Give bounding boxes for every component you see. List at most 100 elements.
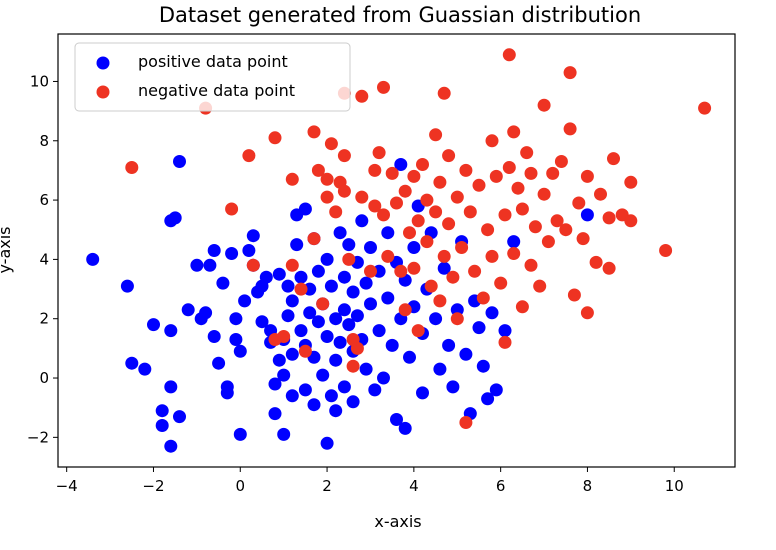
data-point [155, 419, 169, 432]
y-axis-ticks: −2 0 2 4 6 8 10 [27, 72, 58, 446]
data-point [381, 249, 395, 263]
data-point [442, 338, 456, 352]
data-point [385, 338, 399, 352]
data-point [311, 264, 325, 278]
data-point [337, 380, 351, 394]
data-point [377, 208, 390, 222]
data-point [333, 226, 347, 240]
data-point [294, 270, 308, 284]
data-point [563, 66, 577, 80]
data-point [285, 294, 299, 308]
data-point [437, 261, 451, 275]
data-point [567, 288, 581, 302]
points-layer [86, 48, 712, 453]
data-point [316, 368, 330, 382]
data-point [355, 190, 369, 204]
data-point [147, 318, 160, 332]
data-point [498, 208, 512, 222]
data-point [433, 362, 447, 376]
series-positive [86, 155, 594, 453]
data-point [298, 383, 312, 397]
data-point [364, 241, 377, 254]
data-point [246, 229, 260, 243]
data-point [203, 258, 217, 272]
data-point [481, 392, 495, 406]
x-axis-ticks: −4 −2 0 2 4 6 8 10 [56, 467, 684, 495]
x-tick-label: 4 [409, 477, 419, 495]
data-point [446, 380, 460, 394]
data-point [407, 169, 421, 183]
data-point [290, 238, 304, 252]
data-point [350, 341, 364, 355]
data-point [173, 155, 186, 168]
x-tick-label: 10 [665, 477, 684, 495]
data-point [481, 223, 495, 237]
chart-title: Dataset generated from Guassian distribu… [159, 3, 641, 27]
data-point [164, 380, 178, 394]
data-point [407, 241, 421, 254]
x-tick-label: −4 [56, 477, 78, 495]
data-point [368, 199, 382, 213]
data-point [446, 270, 460, 284]
x-tick-label: 8 [583, 477, 593, 495]
data-point [559, 223, 573, 237]
data-point [624, 214, 638, 228]
data-point [420, 235, 434, 249]
data-point [337, 149, 351, 163]
data-point [537, 98, 551, 112]
data-point [420, 193, 434, 207]
data-point [125, 356, 139, 370]
data-point [459, 347, 473, 361]
data-point [476, 291, 490, 305]
data-point [528, 220, 542, 234]
data-point [190, 258, 204, 272]
data-point [359, 276, 373, 290]
x-tick-label: 2 [322, 477, 332, 495]
data-point [442, 217, 456, 231]
data-point [277, 368, 291, 382]
y-tick-label: 6 [39, 191, 49, 209]
data-point [472, 178, 486, 192]
data-point [698, 101, 712, 115]
legend-marker-negative [96, 85, 110, 99]
data-point [320, 190, 334, 204]
data-point [429, 312, 443, 326]
data-point [225, 202, 239, 216]
data-point [259, 270, 273, 284]
data-point [242, 244, 256, 257]
data-point [554, 155, 568, 168]
data-point [242, 149, 256, 163]
data-point [342, 318, 356, 332]
data-point [125, 161, 139, 174]
data-point [298, 344, 312, 358]
data-point [277, 330, 291, 343]
x-axis-label: x-axis [374, 512, 421, 531]
data-point [533, 279, 547, 293]
data-point [337, 303, 351, 317]
data-point [207, 244, 221, 257]
data-point [359, 362, 373, 376]
data-point [411, 214, 425, 228]
data-point [307, 125, 321, 139]
y-tick-label: 0 [39, 369, 49, 387]
data-point [403, 226, 416, 240]
data-point [329, 404, 343, 418]
data-point [138, 362, 152, 376]
data-point [372, 324, 386, 338]
data-point [394, 264, 408, 278]
data-point [212, 356, 226, 370]
data-point [411, 324, 425, 338]
data-point [607, 152, 620, 166]
data-point [342, 238, 356, 252]
y-tick-label: 8 [39, 132, 49, 150]
data-point [416, 386, 429, 400]
data-point [342, 252, 356, 266]
data-point [320, 330, 334, 343]
data-point [337, 270, 351, 284]
data-point [324, 279, 338, 293]
data-point [233, 427, 247, 441]
data-point [485, 134, 499, 148]
data-point [390, 413, 403, 426]
data-point [164, 324, 178, 338]
data-point [468, 264, 482, 278]
